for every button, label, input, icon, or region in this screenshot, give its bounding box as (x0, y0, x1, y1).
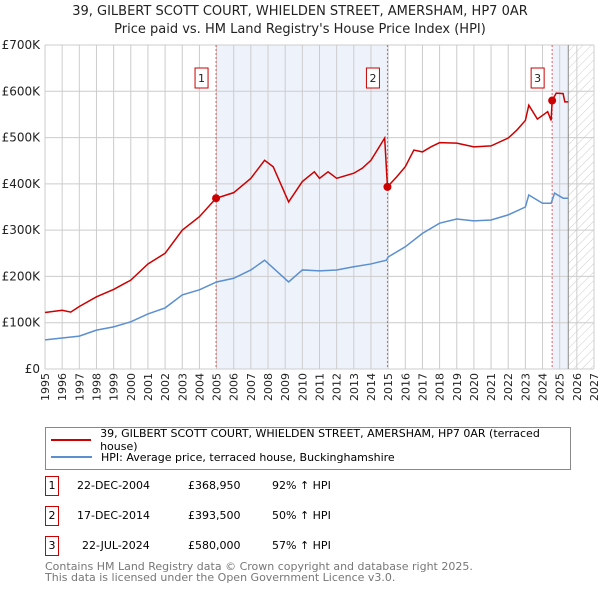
chart-title: 39, GILBERT SCOTT COURT, WHIELDEN STREET… (72, 4, 528, 19)
x-tick-label: 1997 (73, 373, 86, 401)
x-tick-label: 2021 (485, 373, 498, 401)
y-tick-label: £0 (25, 362, 40, 376)
y-tick-label: £200K (2, 269, 42, 283)
x-tick-label: 2011 (314, 373, 327, 401)
x-tick-label: 2005 (211, 373, 224, 401)
x-tick-label: 1995 (39, 373, 52, 401)
x-tick-label: 2017 (416, 373, 429, 401)
price: £368,950 (188, 479, 241, 492)
x-tick-label: 2013 (348, 373, 361, 401)
x-tick-label: 2027 (588, 373, 600, 401)
sale-label: 1 (198, 72, 205, 85)
price: £580,000 (188, 539, 241, 552)
forecast-hatch (568, 45, 594, 369)
y-tick-label: £700K (2, 38, 42, 52)
transaction-row: 1 22-DEC-2004 £368,950 92% ↑ HPI (45, 476, 445, 496)
x-tick-label: 2023 (519, 373, 532, 401)
sale-label-box (365, 67, 380, 89)
date: 17-DEC-2014 (77, 509, 151, 522)
x-tick-label: 2010 (296, 373, 309, 401)
x-tick-label: 2000 (125, 373, 138, 401)
sale-label: 2 (369, 72, 376, 85)
y-tick-label: £100K (2, 316, 42, 330)
x-tick-label: 2001 (142, 373, 155, 401)
x-tick-label: 2016 (399, 373, 412, 401)
date: 22-DEC-2004 (77, 479, 151, 492)
marker-badge: 3 (45, 536, 59, 556)
shaded-period (216, 45, 388, 369)
x-tick-label: 2003 (176, 373, 189, 401)
x-tick-label: 2002 (159, 373, 172, 401)
legend-item-hpi: HPI: Average price, terraced house, Buck… (51, 449, 395, 465)
x-tick-label: 2009 (279, 373, 292, 401)
footer-line: Contains HM Land Registry data © Crown c… (45, 560, 473, 573)
chart-subtitle: Price paid vs. HM Land Registry's House … (114, 22, 486, 37)
price-chart: 1995 1996 1997 1998 1999 2000 2001 2002 2003 2004… (2, 38, 600, 401)
sale-point (548, 96, 557, 105)
hpi-change: 92% ↑ HPI (272, 479, 331, 492)
x-tick-label: 2012 (331, 373, 344, 401)
sale-label-box (530, 67, 545, 89)
x-tick-label: 2004 (193, 373, 206, 401)
x-tick-label: 2007 (245, 373, 258, 401)
x-tick-label: 2024 (537, 373, 550, 401)
legend-item-property: 39, GILBERT SCOTT COURT, WHIELDEN STREET… (51, 427, 570, 453)
x-tick-label: 2014 (365, 373, 378, 401)
legend: 39, GILBERT SCOTT COURT, WHIELDEN STREET… (45, 427, 571, 470)
x-tick-label: 2025 (554, 373, 567, 401)
marker-badge: 1 (45, 476, 59, 496)
x-tick-label: 1996 (56, 373, 69, 401)
x-tick-label: 2015 (382, 373, 395, 401)
footer-line: This data is licensed under the Open Gov… (45, 571, 396, 584)
sale-label-box (194, 67, 209, 89)
y-tick-label: £600K (2, 84, 42, 98)
x-tick-label: 2018 (434, 373, 447, 401)
y-tick-label: £500K (2, 131, 42, 145)
x-tick-label: 2020 (468, 373, 481, 401)
date: 22-JUL-2024 (82, 539, 150, 552)
legend-swatch (51, 456, 92, 458)
sale-point (212, 194, 221, 203)
transaction-row: 3 22-JUL-2024 £580,000 57% ↑ HPI (45, 536, 445, 556)
hpi-change: 57% ↑ HPI (272, 539, 331, 552)
price: £393,500 (188, 509, 241, 522)
x-tick-label: 2006 (228, 373, 241, 401)
legend-label: 39, GILBERT SCOTT COURT, WHIELDEN STREET… (100, 427, 540, 453)
footer: Contains HM Land Registry data © Crown c… (45, 561, 473, 583)
x-tick-label: 2008 (262, 373, 275, 401)
legend-swatch (51, 439, 92, 441)
x-tick-label: 2026 (571, 373, 584, 401)
shaded-period (552, 45, 569, 369)
x-tick-label: 1998 (90, 373, 103, 401)
y-tick-label: £300K (2, 223, 42, 237)
hpi-line (44, 191, 569, 341)
hpi-change: 50% ↑ HPI (272, 509, 331, 522)
property-price-line (44, 92, 569, 314)
sale-label: 3 (534, 72, 541, 85)
legend-label: HPI: Average price, terraced house, Buck… (101, 450, 395, 464)
y-tick-label: £400K (2, 177, 42, 191)
transaction-row: 2 17-DEC-2014 £393,500 50% ↑ HPI (45, 506, 445, 526)
marker-badge: 2 (45, 506, 59, 526)
sale-point (383, 182, 392, 191)
x-tick-label: 2022 (502, 373, 515, 401)
x-tick-label: 2019 (451, 373, 464, 401)
x-tick-label: 1999 (108, 373, 121, 401)
